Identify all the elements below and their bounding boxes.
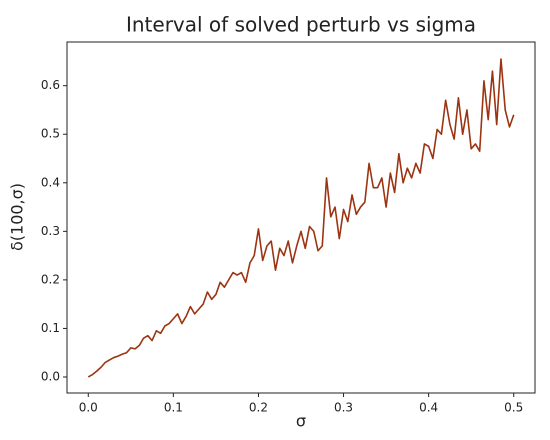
y-tick-label: 0.0	[41, 369, 60, 383]
y-tick-label: 0.3	[41, 224, 60, 238]
x-tick-label: 0.4	[419, 401, 438, 415]
x-axis-label: σ	[296, 412, 306, 431]
y-tick-label: 0.6	[41, 78, 60, 92]
x-tick-label: 0.2	[249, 401, 268, 415]
y-axis-label: δ(100,σ)	[8, 183, 27, 251]
y-tick-label: 0.1	[41, 321, 60, 335]
y-tick-label: 0.5	[41, 127, 60, 141]
x-tick-label: 0.3	[334, 401, 353, 415]
data-line	[87, 58, 515, 378]
x-tick-label: 0.0	[79, 401, 98, 415]
x-tick-label: 0.1	[164, 401, 183, 415]
plot-frame	[66, 41, 536, 394]
chart-title: Interval of solved perturb vs sigma	[126, 13, 476, 37]
x-tick-label: 0.5	[504, 401, 523, 415]
y-tick-label: 0.4	[41, 175, 60, 189]
y-tick-label: 0.2	[41, 272, 60, 286]
